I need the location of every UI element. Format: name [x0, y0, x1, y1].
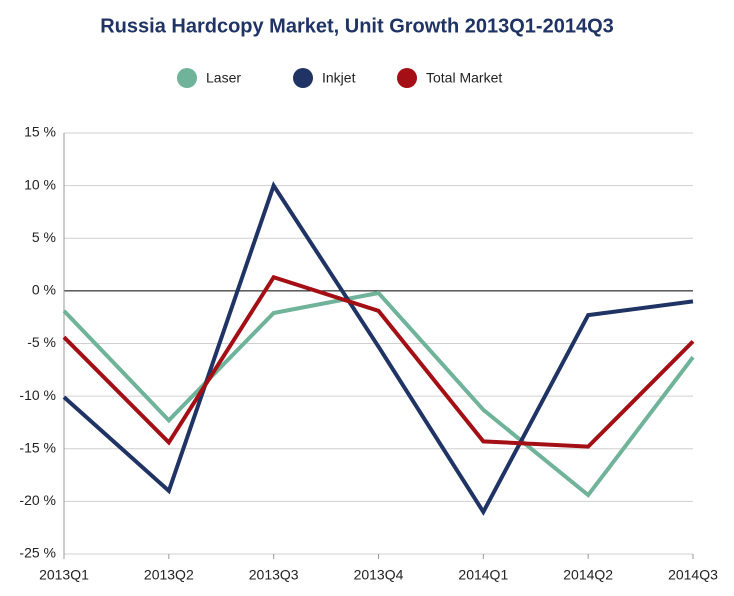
- y-tick-label: 0 %: [32, 282, 56, 298]
- legend-marker: [397, 68, 417, 88]
- x-tick-label: 2013Q2: [144, 567, 194, 583]
- chart-title: Russia Hardcopy Market, Unit Growth 2013…: [100, 15, 614, 37]
- legend-label: Laser: [206, 70, 241, 86]
- y-tick-label: -5 %: [27, 334, 56, 350]
- legend-label: Inkjet: [322, 70, 356, 86]
- x-tick-label: 2013Q4: [354, 567, 404, 583]
- legend-marker: [293, 68, 313, 88]
- x-tick-label: 2014Q2: [563, 567, 613, 583]
- series-line: [62, 290, 695, 498]
- series-line: [62, 181, 694, 516]
- x-tick-label: 2013Q1: [39, 567, 89, 583]
- x-tick-label: 2014Q3: [668, 567, 718, 583]
- y-tick-label: -15 %: [19, 439, 56, 455]
- x-tick-label: 2013Q3: [249, 567, 299, 583]
- y-tick-label: 15 %: [24, 124, 56, 140]
- legend-marker: [177, 68, 197, 88]
- y-tick-label: -25 %: [19, 545, 56, 561]
- series-line: [62, 274, 695, 449]
- y-tick-label: 10 %: [24, 176, 56, 192]
- y-tick-label: 5 %: [32, 229, 56, 245]
- y-tick-label: -10 %: [19, 387, 56, 403]
- legend-label: Total Market: [426, 70, 502, 86]
- y-tick-label: -20 %: [19, 492, 56, 508]
- x-tick-label: 2014Q1: [458, 567, 508, 583]
